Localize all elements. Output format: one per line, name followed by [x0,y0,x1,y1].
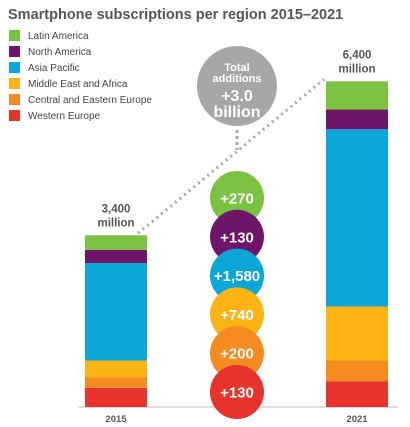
legend-swatch-asia-pacific [9,62,20,73]
addition-bubble-latin-america [210,171,264,225]
bar-2021-asia-pacific [326,129,388,307]
legend-label-asia-pacific: Asia Pacific [28,63,80,74]
bar-2021-north-america [326,109,388,130]
addition-bubble-central-and-eastern-europe [210,326,264,381]
legend-label-central-and-eastern-europe: Central and Eastern Europe [28,95,152,106]
addition-label-north-america: +130 [220,229,254,246]
total-additions-value: +3.0 [221,88,253,105]
bar-2015-north-america [85,249,147,264]
bar-2015-central-and-eastern-europe [85,377,147,388]
total-additions-line1: Total [224,62,249,74]
addition-label-western-europe: +130 [220,385,254,402]
x-tick-labels: 2015 2021 [105,414,368,425]
total-additions-unit: billion [213,104,260,121]
addition-bubble-western-europe [210,365,264,419]
addition-label-asia-pacific: +1,580 [214,268,260,285]
addition-bubble-north-america [210,209,264,264]
x-tick-2015: 2015 [105,414,127,425]
bars [85,81,388,407]
legend: Latin America North America Asia Pacific Mi… [9,30,152,122]
bar-2015-asia-pacific [85,263,147,361]
legend-label-latin-america: Latin America [28,31,89,42]
legend-swatch-north-america [9,46,20,57]
bar-2015-latin-america [85,235,147,250]
total-label-2015-unit: million [97,217,134,229]
total-label-2021-value: 6,400 [343,49,372,61]
total-labels: 3,400 million 6,400 million [97,49,375,229]
addition-label-central-and-eastern-europe: +200 [220,346,254,363]
total-additions-circle [197,46,277,126]
bar-2015-western-europe [85,387,147,407]
legend-swatch-middle-east-and-africa [9,78,20,89]
total-label-2015-value: 3,400 [102,203,131,215]
total-additions-line2: additions [213,73,262,85]
addition-bubble-middle-east-and-africa [210,287,264,342]
bar-2015-middle-east-and-africa [85,360,147,378]
legend-swatch-latin-america [9,30,20,41]
growth-connector-line [137,78,325,235]
x-tick-2021: 2021 [346,414,368,425]
total-label-2021-unit: million [338,63,375,75]
legend-label-western-europe: Western Europe [28,111,101,122]
bar-2021-western-europe [326,381,388,407]
legend-label-middle-east-and-africa: Middle East and Africa [28,79,128,90]
bar-2021-latin-america [326,81,388,110]
bar-2021-middle-east-and-africa [326,306,388,361]
addition-bubble-asia-pacific [210,248,264,303]
total-additions-bubble: Total additions +3.0 billion [197,46,277,126]
bar-2021-central-and-eastern-europe [326,360,388,382]
legend-swatch-western-europe [9,110,20,121]
addition-bubbles: +270 +130 +1,580 +740 +200 +130 [210,171,264,419]
addition-label-latin-america: +270 [220,191,254,208]
legend-swatch-central-and-eastern-europe [9,94,20,105]
addition-label-middle-east-and-africa: +740 [220,307,254,324]
chart-title: Smartphone subscriptions per region 2015… [8,7,343,23]
legend-label-north-america: North America [28,47,92,58]
